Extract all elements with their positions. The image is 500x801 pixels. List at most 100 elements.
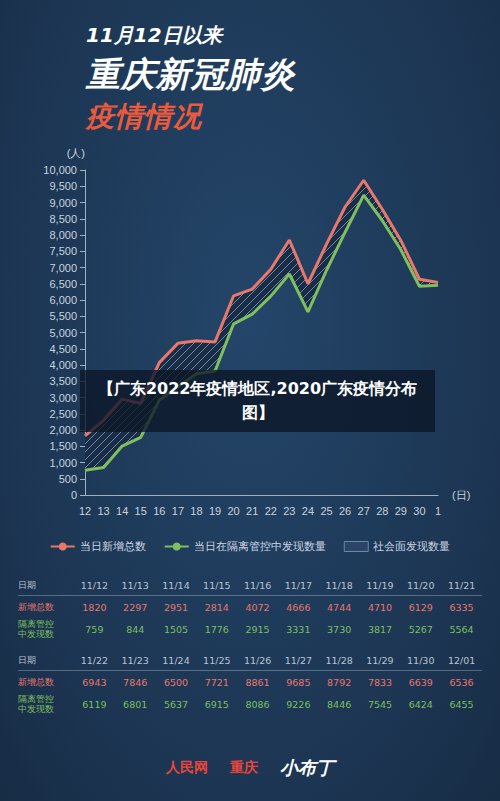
svg-text:(人): (人) (67, 147, 85, 159)
html-text:11/15: 11/15 (203, 579, 231, 591)
svg-text:29: 29 (395, 505, 407, 517)
html-text:11/23: 11/23 (121, 654, 149, 666)
html-text:2915: 2915 (245, 623, 270, 635)
html-text:4710: 4710 (367, 601, 393, 613)
svg-text:8,500: 8,500 (49, 213, 77, 225)
html-text:疫情情况: 疫情情况 (86, 100, 202, 133)
html-text:11/22: 11/22 (80, 654, 109, 666)
html-text:【广东2022年疫情地区,2020广东疫情分布图】: 【广东2022年疫情地区,2020广东疫情分布图】 (97, 379, 418, 422)
svg-text:3,000: 3,000 (49, 392, 77, 404)
html-text:759: 759 (85, 623, 104, 635)
html-text:11/16: 11/16 (243, 579, 272, 591)
html-text:4666: 4666 (286, 601, 311, 613)
html-text:1776: 1776 (204, 623, 229, 635)
svg-text:12: 12 (79, 505, 91, 517)
svg-text:1: 1 (435, 505, 441, 517)
html-text:11/17: 11/17 (284, 579, 313, 591)
html-text:2814: 2814 (204, 601, 229, 613)
html-text:11月12日以来: 11月12日以来 (86, 23, 222, 47)
svg-text:15: 15 (135, 505, 147, 517)
svg-text:14: 14 (116, 505, 128, 517)
svg-text:0: 0 (71, 489, 77, 501)
html-text:11/25: 11/25 (203, 654, 231, 666)
svg-text:6,500: 6,500 (49, 278, 77, 290)
html-text:5564: 5564 (449, 623, 474, 635)
svg-text:16: 16 (153, 505, 165, 517)
html-text:7846: 7846 (123, 676, 148, 688)
svg-text:(日): (日) (452, 489, 470, 501)
svg-text:2,500: 2,500 (49, 408, 77, 420)
html-text:11/19: 11/19 (366, 579, 394, 591)
html-text:11/20: 11/20 (407, 579, 435, 591)
svg-text:24: 24 (302, 505, 314, 517)
svg-text:23: 23 (283, 505, 295, 517)
html-text:11/30: 11/30 (407, 654, 435, 666)
svg-text:18: 18 (190, 505, 202, 517)
svg-text:4,000: 4,000 (49, 359, 77, 371)
svg-text:8,000: 8,000 (49, 229, 77, 241)
html-text:小布丁: 小布丁 (280, 757, 334, 778)
html-text:重庆: 重庆 (230, 759, 258, 775)
svg-text:27: 27 (358, 505, 370, 517)
svg-text:9,500: 9,500 (49, 180, 77, 192)
html-text:3331: 3331 (286, 623, 311, 635)
svg-text:2,000: 2,000 (49, 424, 77, 436)
html-text:11/24: 11/24 (162, 654, 190, 666)
svg-text:社会面发现数量: 社会面发现数量 (373, 540, 450, 553)
html-text:4744: 4744 (327, 601, 352, 613)
html-text:11/26: 11/26 (243, 654, 272, 666)
html-text:11/27: 11/27 (284, 654, 313, 666)
html-text:1505: 1505 (163, 623, 189, 635)
svg-text:20: 20 (228, 505, 240, 517)
html-text:隔离管控 中发现数: 隔离管控 中发现数 (18, 694, 54, 714)
svg-text:500: 500 (59, 473, 77, 485)
html-text:8861: 8861 (245, 676, 270, 688)
html-text:6943: 6943 (82, 676, 107, 688)
html-text:11/13: 11/13 (121, 579, 149, 591)
svg-text:13: 13 (97, 505, 109, 517)
html-text:重庆新冠肺炎: 重庆新冠肺炎 (86, 54, 296, 94)
svg-text:26: 26 (339, 505, 351, 517)
html-text:3817: 3817 (367, 623, 393, 635)
svg-text:22: 22 (265, 505, 277, 517)
svg-text:19: 19 (209, 505, 221, 517)
html-text:7721: 7721 (204, 676, 229, 688)
html-text:6129: 6129 (408, 601, 433, 613)
html-text:11/12: 11/12 (80, 579, 109, 591)
html-text:4072: 4072 (245, 601, 270, 613)
html-text:6500: 6500 (163, 676, 189, 688)
svg-text:7,000: 7,000 (49, 262, 77, 274)
svg-text:6,000: 6,000 (49, 294, 77, 306)
svg-text:10,000: 10,000 (43, 164, 77, 176)
svg-text:21: 21 (246, 505, 258, 517)
svg-text:当日在隔离管控中发现数量: 当日在隔离管控中发现数量 (194, 540, 326, 553)
html-text:隔离管控 中发现数: 隔离管控 中发现数 (18, 619, 54, 639)
html-text:2951: 2951 (163, 601, 189, 613)
html-text:12/01: 12/01 (447, 654, 476, 666)
html-text:6335: 6335 (449, 601, 474, 613)
svg-text:5,000: 5,000 (49, 327, 77, 339)
svg-text:1,500: 1,500 (49, 440, 77, 452)
html-text:11/21: 11/21 (447, 579, 476, 591)
html-text:844: 844 (126, 623, 145, 635)
html-text:11/28: 11/28 (325, 654, 353, 666)
svg-text:当日新增总数: 当日新增总数 (80, 540, 146, 553)
svg-text:5,500: 5,500 (49, 310, 77, 322)
svg-text:28: 28 (376, 505, 388, 517)
html-text:2297: 2297 (123, 601, 148, 613)
html-text:人民网: 人民网 (166, 759, 208, 775)
html-text:11/14: 11/14 (162, 579, 190, 591)
html-text:5267: 5267 (408, 623, 433, 635)
svg-text:9,000: 9,000 (49, 197, 77, 209)
svg-text:4,500: 4,500 (49, 343, 77, 355)
svg-text:25: 25 (320, 505, 332, 517)
svg-text:7,500: 7,500 (49, 245, 77, 257)
html-text:1820: 1820 (82, 601, 107, 613)
html-text:11/29: 11/29 (366, 654, 394, 666)
html-text:3730: 3730 (327, 623, 352, 635)
svg-text:17: 17 (172, 505, 184, 517)
svg-text:1,000: 1,000 (49, 457, 77, 469)
svg-text:30: 30 (413, 505, 425, 517)
svg-text:3,500: 3,500 (49, 375, 77, 387)
html-text:11/18: 11/18 (325, 579, 353, 591)
